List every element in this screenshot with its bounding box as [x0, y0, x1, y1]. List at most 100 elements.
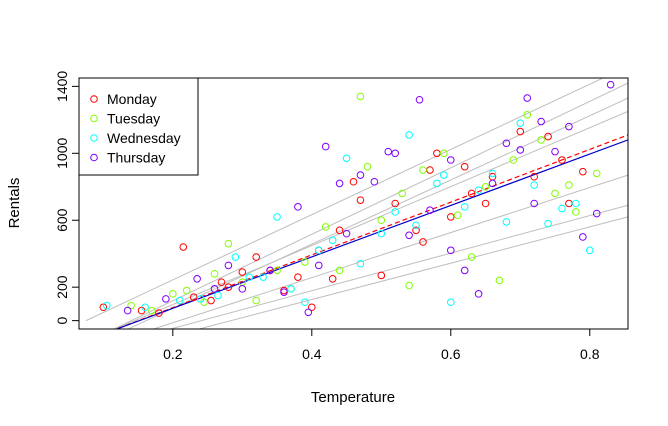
data-point [530, 181, 538, 189]
fit-lines [114, 134, 628, 329]
data-point [398, 189, 406, 198]
data-point [301, 258, 309, 266]
data-point [572, 199, 580, 208]
legend: Monday Tuesday Wednesday Thursday [78, 77, 199, 176]
data-point [565, 199, 573, 208]
data-point [224, 239, 233, 248]
data-point [356, 171, 365, 179]
data-point [259, 273, 267, 281]
data-point [102, 301, 111, 310]
data-point [252, 296, 261, 305]
data-point [349, 177, 358, 186]
data-point [467, 253, 476, 261]
data-point [558, 204, 566, 213]
legend-label: Tuesday [107, 111, 160, 127]
data-point [551, 189, 559, 198]
reference-line [168, 204, 628, 329]
data-point [245, 273, 254, 281]
data-point [405, 281, 413, 290]
data-point [356, 92, 365, 101]
data-point [377, 271, 386, 280]
data-point [342, 229, 351, 238]
data-point [384, 147, 393, 156]
data-point [304, 308, 313, 317]
legend-marker [90, 95, 98, 103]
data-point [328, 236, 337, 245]
data-point [433, 179, 441, 188]
legend-label: Monday [107, 91, 157, 107]
data-point [287, 285, 295, 293]
data-point [516, 119, 525, 127]
data-point [175, 296, 184, 305]
data-point [579, 167, 587, 176]
data-point [356, 259, 365, 268]
data-point [314, 246, 323, 255]
data-point [238, 285, 247, 293]
data-point [440, 171, 448, 179]
data-point [474, 186, 483, 194]
y-tick-label: 0 [54, 317, 70, 325]
data-point [391, 199, 399, 208]
data-point [572, 208, 580, 216]
data-points [99, 80, 615, 317]
data-point [189, 293, 198, 302]
data-point [565, 122, 573, 131]
data-point [481, 182, 490, 191]
data-point [391, 149, 399, 158]
data-point [182, 286, 191, 295]
data-point [460, 203, 469, 211]
y-tick-label: 1400 [54, 71, 70, 102]
data-point [321, 223, 330, 231]
data-point [266, 266, 274, 275]
x-axis-title: Temperature [311, 389, 395, 406]
data-point [523, 111, 532, 119]
data-point [356, 196, 365, 204]
data-point [391, 208, 399, 216]
data-point [412, 221, 420, 230]
data-point [537, 117, 545, 126]
data-point [127, 301, 135, 310]
y-axis: 0 200 600 1000 1400 [54, 71, 80, 325]
data-point [405, 231, 413, 240]
data-point [238, 268, 247, 276]
data-point [314, 261, 323, 270]
x-tick-label: 0.4 [302, 346, 322, 362]
data-point [335, 226, 344, 235]
data-point [446, 213, 455, 221]
data-point [426, 166, 434, 174]
data-point [308, 303, 316, 312]
data-point [99, 303, 108, 312]
data-point [328, 275, 337, 283]
data-point [273, 213, 281, 221]
data-point [294, 273, 302, 281]
data-point [179, 243, 188, 251]
data-point [207, 296, 215, 305]
data-point [335, 266, 344, 275]
data-point [377, 229, 386, 238]
data-point [419, 166, 427, 174]
data-point [488, 179, 497, 188]
data-point [516, 127, 525, 136]
data-point [214, 291, 222, 300]
data-point [169, 290, 177, 298]
data-point [446, 246, 455, 255]
data-point [509, 156, 518, 164]
data-point [141, 303, 149, 312]
data-point [123, 306, 132, 315]
legend-marker [90, 114, 98, 123]
data-point [280, 288, 288, 296]
data-point [592, 169, 601, 178]
data-point [415, 95, 424, 104]
data-point [606, 80, 615, 89]
fit-line [114, 134, 628, 329]
data-point [301, 298, 309, 307]
data-point [363, 162, 372, 171]
data-point [335, 179, 344, 188]
data-point [446, 156, 455, 164]
data-point [426, 206, 434, 214]
data-point [495, 276, 504, 285]
data-point [516, 146, 525, 154]
data-point [530, 172, 538, 181]
y-tick-label: 1000 [54, 138, 70, 169]
x-tick-label: 0.2 [163, 346, 183, 362]
